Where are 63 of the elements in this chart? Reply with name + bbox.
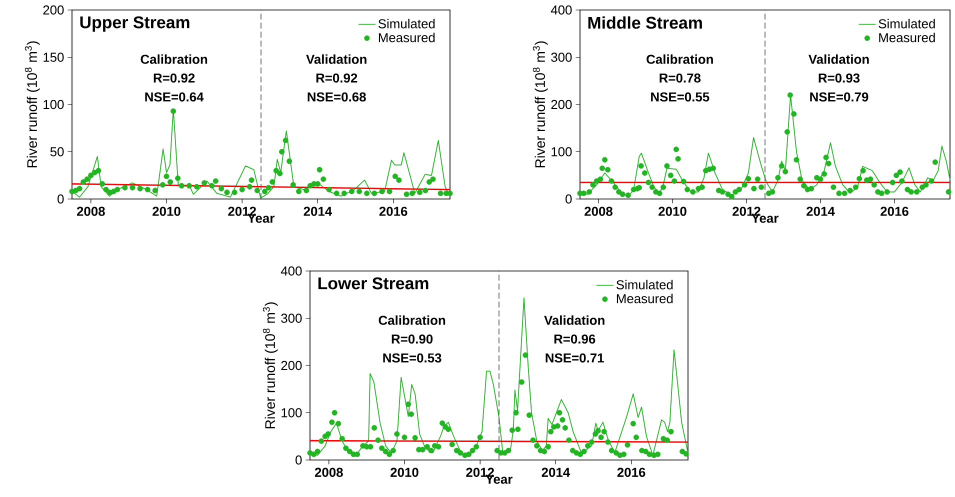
x-tick-label: 2016 [379,206,408,216]
legend-label: Measured [378,32,435,42]
annotation: Calibration [140,54,208,64]
chart-title: Upper Stream [80,16,190,32]
annotation: R=0.93 [818,73,860,83]
x-tick-label: 2016 [880,206,908,216]
y-tick-label: 300 [551,52,572,62]
x-tick-label: 2014 [304,206,332,216]
x-axis-title: Year [248,214,274,223]
annotation: NSE=0.79 [810,92,868,102]
annotation: R=0.90 [392,334,433,344]
x-tick-label: 2012 [228,206,256,216]
y-tick-label: 100 [44,100,64,110]
chart-title: Middle Stream [588,16,702,29]
x-tick-label: 2012 [466,468,494,477]
x-tick-label: 2014 [542,468,570,477]
x-tick-label: 2014 [806,206,835,216]
y-axis-title: River runoff (10$^{8}$ m$^{3}$) [532,41,548,168]
annotation: Validation [544,315,604,325]
y-tick-label: 0 [296,455,302,465]
x-tick-label: 2010 [658,206,686,216]
y-axis-title: River runoff (10$^{8}$ m$^{3}$) [24,41,40,168]
annotation: NSE=0.55 [651,92,710,102]
annotation: Calibration [646,54,713,64]
annotation: R=0.96 [554,334,596,344]
x-tick-label: 2010 [390,468,418,477]
x-tick-label: 2012 [732,206,760,216]
annotation: Validation [306,54,366,64]
y-tick-label: 0 [58,194,64,204]
x-axis-title: Year [486,474,512,484]
annotation: NSE=0.71 [546,353,604,363]
x-tick-label: 2008 [584,206,613,216]
y-tick-label: 100 [282,408,302,418]
y-tick-label: 50 [50,147,64,156]
y-tick-label: 200 [43,5,64,15]
annotation: R=0.92 [316,73,358,83]
x-tick-label: 2016 [617,468,646,477]
y-tick-label: 150 [44,52,64,62]
x-tick-label: 2008 [76,206,105,216]
annotation: NSE=0.68 [308,92,366,102]
legend-label: Measured [879,32,935,42]
legend-label: Simulated [378,18,435,28]
chart-title: Lower Stream [318,277,428,290]
y-tick-label: 400 [550,5,572,15]
y-tick-label: 200 [281,360,302,370]
y-tick-label: 0 [566,194,572,204]
x-axis-title: Year [752,214,778,223]
annotation: R=0.78 [660,73,701,83]
annotation: R=0.92 [154,73,195,83]
y-tick-label: 100 [552,147,572,156]
y-tick-label: 200 [551,100,572,110]
annotation: Validation [808,54,869,64]
annotation: NSE=0.64 [145,92,204,102]
x-tick-label: 2008 [314,468,343,477]
x-tick-label: 2010 [152,206,180,216]
y-tick-label: 300 [281,314,302,323]
annotation: Calibration [378,315,446,325]
y-axis-title: River runoff (10$^{8}$ m$^{3}$) [262,302,278,428]
legend-label: Measured [616,294,673,304]
legend-label: Simulated [616,280,673,290]
legend-label: Simulated [878,18,935,28]
annotation: NSE=0.53 [383,353,442,363]
y-tick-label: 400 [280,266,302,276]
